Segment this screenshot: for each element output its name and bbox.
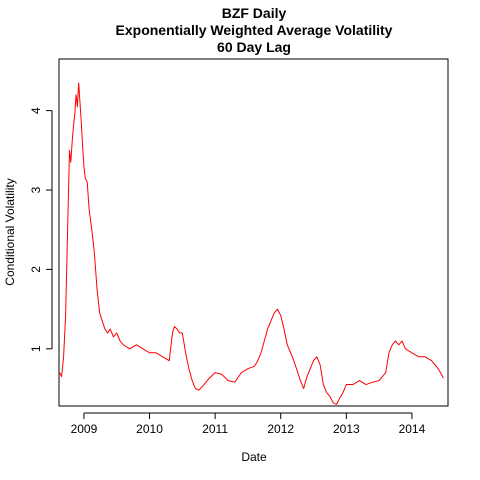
chart-title-line-3: 60 Day Lag: [217, 39, 291, 55]
y-tick-label: 3: [29, 186, 43, 193]
chart-title-line-1: BZF Daily: [222, 5, 287, 21]
y-axis: 1 2 3 4: [29, 107, 53, 352]
x-tick-label: 2011: [202, 422, 228, 436]
x-axis-label: Date: [241, 450, 267, 464]
x-axis: 2009 2010 2011 2012 2013 2014: [71, 412, 426, 436]
y-tick-label: 4: [29, 107, 43, 114]
plot-frame: [58, 58, 449, 407]
x-tick-label: 2014: [399, 422, 426, 436]
x-tick-label: 2009: [71, 422, 98, 436]
y-axis-label: Conditional Volatility: [3, 178, 17, 285]
series-group: [59, 82, 444, 405]
x-tick-label: 2012: [267, 422, 294, 436]
volatility-series-line: [59, 82, 444, 405]
y-tick-label: 1: [29, 345, 43, 352]
chart-title-line-2: Exponentially Weighted Average Volatilit…: [116, 22, 393, 38]
y-tick-label: 2: [29, 266, 43, 273]
x-tick-label: 2010: [136, 422, 163, 436]
x-tick-label: 2013: [333, 422, 360, 436]
